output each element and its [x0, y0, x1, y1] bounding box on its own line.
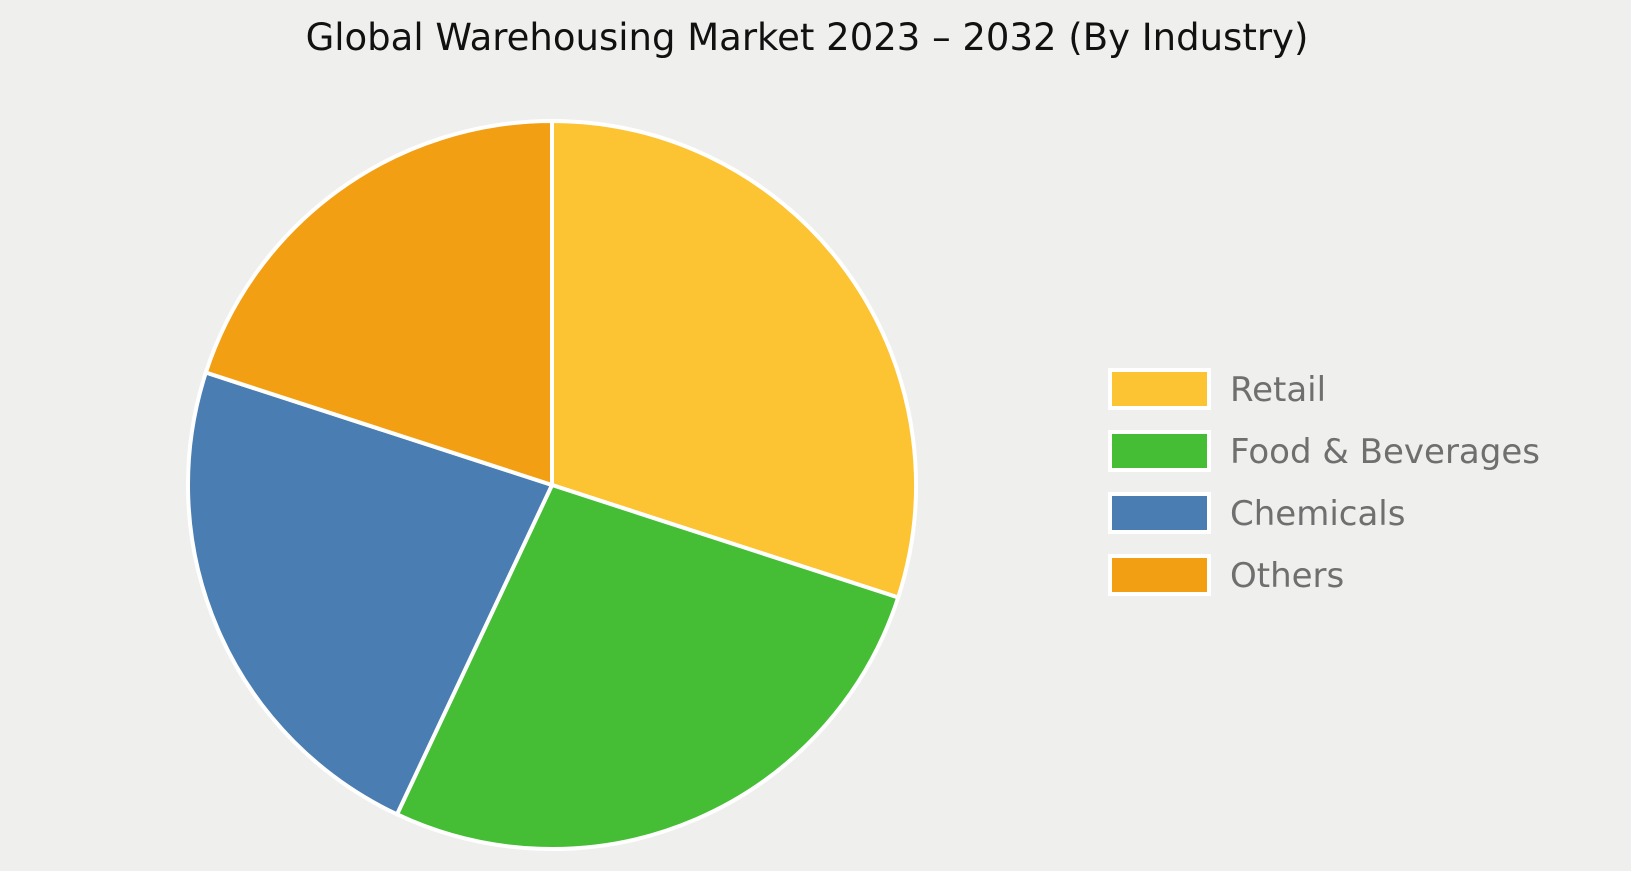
legend-label-others: Others	[1230, 556, 1344, 596]
pie-slice-retail	[550, 119, 918, 600]
legend-label-chemicals: Chemicals	[1230, 494, 1405, 534]
legend-swatch-chemicals	[1108, 492, 1211, 534]
legend-item-retail: Retail	[1108, 368, 1326, 410]
legend-swatch-retail	[1108, 368, 1211, 410]
legend-item-others: Others	[1108, 554, 1344, 596]
legend-item-food-and-beverages: Food & Beverages	[1108, 430, 1540, 472]
pie-slices	[186, 119, 918, 851]
legend-label-retail: Retail	[1230, 370, 1326, 410]
legend-label-food-and-beverages: Food & Beverages	[1230, 432, 1540, 472]
chart-title: Global Warehousing Market 2023 – 2032 (B…	[306, 16, 1309, 59]
chart-legend: Retail Food & Beverages Chemicals Others	[1108, 368, 1540, 596]
pie-slice-chemicals	[186, 370, 554, 817]
legend-swatch-others	[1108, 554, 1211, 596]
pie-slice-others	[203, 119, 554, 487]
legend-item-chemicals: Chemicals	[1108, 492, 1405, 534]
legend-swatch-food-and-beverages	[1108, 430, 1211, 472]
pie-slice-food-and-beverages	[395, 483, 901, 851]
